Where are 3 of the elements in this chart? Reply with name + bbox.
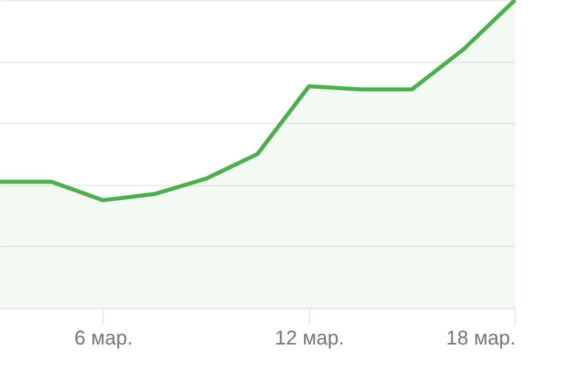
x-tick-label: 18 мар. xyxy=(446,328,516,350)
x-tick-label: 12 мар. xyxy=(274,328,344,350)
x-tick-label: 6 мар. xyxy=(74,328,133,350)
